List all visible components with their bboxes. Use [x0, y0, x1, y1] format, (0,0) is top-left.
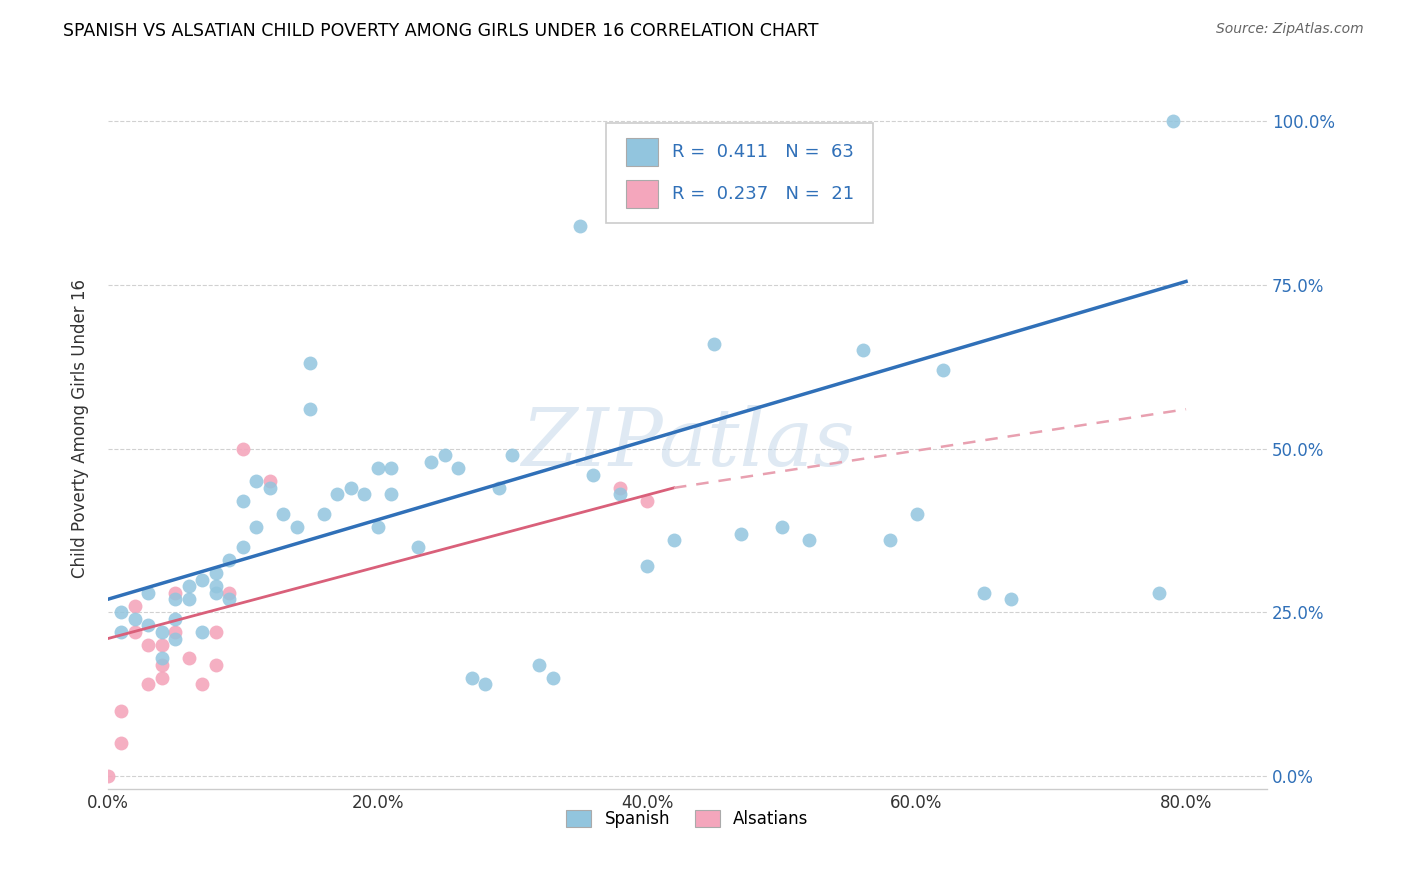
- Point: [932, 363, 955, 377]
- Point: [299, 356, 322, 370]
- Point: [165, 632, 187, 646]
- Point: [259, 475, 281, 489]
- Point: [110, 624, 132, 639]
- Point: [797, 533, 820, 548]
- Point: [973, 585, 995, 599]
- Point: [191, 677, 214, 691]
- FancyBboxPatch shape: [606, 122, 873, 224]
- Point: [204, 579, 226, 593]
- Point: [636, 559, 658, 574]
- Point: [204, 566, 226, 580]
- Point: [271, 507, 294, 521]
- Point: [218, 585, 240, 599]
- Point: [312, 507, 335, 521]
- Point: [501, 448, 523, 462]
- Point: [165, 612, 187, 626]
- Point: [191, 573, 214, 587]
- Point: [177, 651, 200, 665]
- Point: [529, 657, 551, 672]
- Point: [150, 657, 173, 672]
- Point: [218, 592, 240, 607]
- Point: [285, 520, 308, 534]
- Point: [204, 657, 226, 672]
- Point: [380, 487, 402, 501]
- Point: [245, 475, 267, 489]
- Point: [232, 442, 254, 456]
- Point: [703, 336, 725, 351]
- Point: [138, 585, 160, 599]
- Point: [124, 599, 146, 613]
- Point: [165, 592, 187, 607]
- Text: R =  0.411   N =  63: R = 0.411 N = 63: [672, 143, 855, 161]
- Point: [582, 467, 605, 482]
- Point: [488, 481, 510, 495]
- Point: [299, 402, 322, 417]
- Point: [259, 481, 281, 495]
- Point: [232, 494, 254, 508]
- FancyBboxPatch shape: [626, 138, 658, 166]
- Point: [662, 533, 685, 548]
- FancyBboxPatch shape: [626, 180, 658, 208]
- Point: [150, 638, 173, 652]
- Point: [406, 540, 429, 554]
- Point: [110, 704, 132, 718]
- Point: [905, 507, 928, 521]
- Text: Source: ZipAtlas.com: Source: ZipAtlas.com: [1216, 22, 1364, 37]
- Point: [433, 448, 456, 462]
- Point: [326, 487, 349, 501]
- Point: [110, 605, 132, 619]
- Point: [245, 520, 267, 534]
- Point: [232, 540, 254, 554]
- Text: R =  0.237   N =  21: R = 0.237 N = 21: [672, 186, 855, 203]
- Point: [339, 481, 361, 495]
- Point: [770, 520, 793, 534]
- Point: [110, 736, 132, 750]
- Point: [353, 487, 375, 501]
- Point: [636, 494, 658, 508]
- Point: [138, 677, 160, 691]
- Point: [852, 343, 875, 358]
- Point: [124, 624, 146, 639]
- Point: [204, 624, 226, 639]
- Point: [165, 624, 187, 639]
- Point: [218, 553, 240, 567]
- Point: [1161, 114, 1184, 128]
- Point: [150, 651, 173, 665]
- Point: [150, 624, 173, 639]
- Point: [879, 533, 901, 548]
- Point: [177, 592, 200, 607]
- Point: [177, 579, 200, 593]
- Point: [138, 618, 160, 632]
- Point: [461, 671, 484, 685]
- Point: [165, 585, 187, 599]
- Point: [97, 769, 120, 783]
- Point: [541, 671, 564, 685]
- Point: [730, 526, 752, 541]
- Point: [150, 671, 173, 685]
- Y-axis label: Child Poverty Among Girls Under 16: Child Poverty Among Girls Under 16: [72, 279, 89, 578]
- Point: [474, 677, 496, 691]
- Point: [568, 219, 591, 233]
- Point: [366, 520, 388, 534]
- Point: [380, 461, 402, 475]
- Point: [1147, 585, 1170, 599]
- Point: [191, 624, 214, 639]
- Point: [124, 612, 146, 626]
- Point: [609, 487, 631, 501]
- Text: SPANISH VS ALSATIAN CHILD POVERTY AMONG GIRLS UNDER 16 CORRELATION CHART: SPANISH VS ALSATIAN CHILD POVERTY AMONG …: [63, 22, 818, 40]
- Point: [204, 585, 226, 599]
- Point: [609, 481, 631, 495]
- Point: [420, 455, 443, 469]
- Point: [1000, 592, 1022, 607]
- Point: [366, 461, 388, 475]
- Point: [138, 638, 160, 652]
- Point: [447, 461, 470, 475]
- Legend: Spanish, Alsatians: Spanish, Alsatians: [560, 804, 815, 835]
- Text: ZIPatlas: ZIPatlas: [520, 405, 855, 482]
